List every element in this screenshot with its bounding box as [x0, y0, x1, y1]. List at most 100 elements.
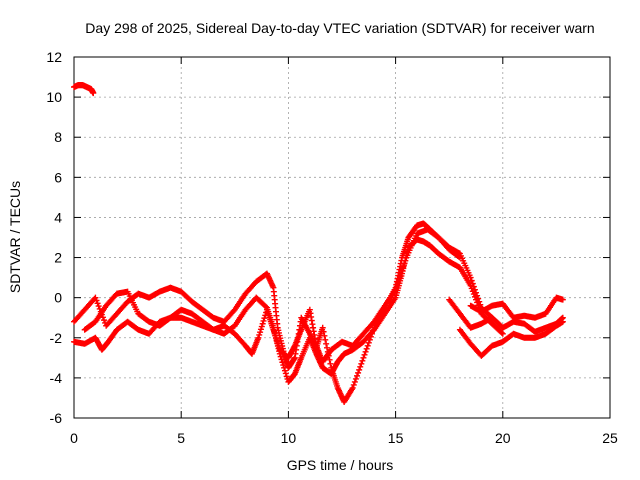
data-point [499, 330, 506, 337]
series-late-b [456, 318, 566, 359]
data-point [393, 283, 400, 290]
chart-title: Day 298 of 2025, Sidereal Day-to-day VTE… [85, 20, 594, 36]
data-point [361, 351, 368, 358]
data-point [283, 373, 290, 380]
data-point [93, 297, 100, 304]
series-late-c [467, 294, 566, 321]
data-point [498, 329, 505, 336]
data-point [261, 315, 268, 322]
data-point [262, 303, 269, 310]
data-point [354, 372, 361, 379]
data-point [278, 356, 285, 363]
data-point [469, 288, 476, 295]
x-tick-label: 10 [281, 430, 297, 446]
data-point [94, 300, 101, 307]
data-point [282, 370, 289, 377]
x-tick-label: 5 [177, 430, 185, 446]
y-tick-label: -6 [50, 410, 63, 426]
data-point [397, 270, 404, 277]
series-arc-c [81, 226, 463, 365]
data-point [281, 367, 288, 374]
x-axis-label: GPS time / hours [287, 457, 394, 473]
y-tick-labels: -6 -4 -2 0 2 4 6 8 10 12 [46, 49, 62, 426]
data-point [401, 260, 408, 267]
data-point [319, 324, 326, 331]
x-tick-label: 0 [70, 430, 78, 446]
y-tick-label: -4 [50, 370, 63, 386]
data-point [395, 277, 402, 284]
data-point [467, 282, 474, 289]
y-tick-label: 0 [54, 290, 62, 306]
data-point [277, 353, 284, 360]
data-point [257, 326, 264, 333]
data-point [402, 257, 409, 264]
data-point [255, 334, 262, 341]
data-point [474, 299, 481, 306]
data-point [363, 345, 370, 352]
plot-frame [73, 56, 611, 419]
series-late-a [446, 296, 566, 335]
data-point [360, 354, 367, 361]
y-axis-label: SDTVAR / TECUs [7, 181, 23, 293]
data-point [356, 366, 363, 373]
data-point [95, 303, 102, 310]
data-point [322, 336, 329, 343]
y-tick-label: 6 [54, 169, 62, 185]
data-point [280, 362, 287, 369]
data-point [396, 273, 403, 280]
data-point [470, 291, 477, 298]
data-point [281, 364, 288, 371]
data-point [559, 296, 566, 303]
x-tick-label: 15 [388, 430, 404, 446]
axis-ticks [73, 56, 611, 419]
data-point [359, 357, 366, 364]
data-point [399, 267, 406, 274]
data-point [323, 340, 330, 347]
data-point [364, 342, 371, 349]
data-point [455, 253, 462, 260]
data-point [357, 363, 364, 370]
data-point [400, 264, 407, 271]
data-point [559, 318, 566, 325]
data-point [90, 90, 97, 97]
data-points [71, 82, 566, 405]
data-point [323, 344, 330, 351]
data-point [394, 280, 401, 287]
data-point [92, 294, 99, 301]
y-tick-label: 4 [54, 209, 62, 225]
data-point [257, 329, 264, 336]
data-point [473, 296, 479, 303]
data-point [350, 381, 357, 388]
data-point [362, 348, 369, 355]
data-point [456, 254, 463, 261]
data-point [467, 274, 474, 281]
data-point [355, 369, 362, 376]
data-point [358, 360, 365, 367]
y-tick-label: -2 [50, 330, 63, 346]
y-tick-label: 2 [54, 250, 62, 266]
data-point [392, 286, 399, 293]
data-point [259, 320, 266, 327]
data-point [326, 356, 333, 363]
x-tick-label: 20 [495, 430, 511, 446]
data-point [351, 378, 358, 385]
data-point [321, 332, 328, 339]
data-point [327, 360, 334, 367]
y-tick-label: 8 [54, 129, 62, 145]
data-point [320, 328, 327, 335]
x-tick-labels: 0 5 10 15 20 25 [70, 430, 618, 446]
x-tick-label: 25 [602, 430, 618, 446]
data-point [256, 331, 263, 338]
data-point [258, 323, 265, 330]
data-point [468, 285, 475, 292]
data-point [279, 359, 286, 366]
series-early-high [71, 82, 97, 97]
y-tick-label: 10 [46, 89, 62, 105]
data-point [260, 317, 267, 324]
data-point [365, 339, 372, 346]
series-arc-a [71, 220, 506, 405]
data-point [352, 375, 359, 382]
y-tick-label: 12 [46, 49, 62, 65]
